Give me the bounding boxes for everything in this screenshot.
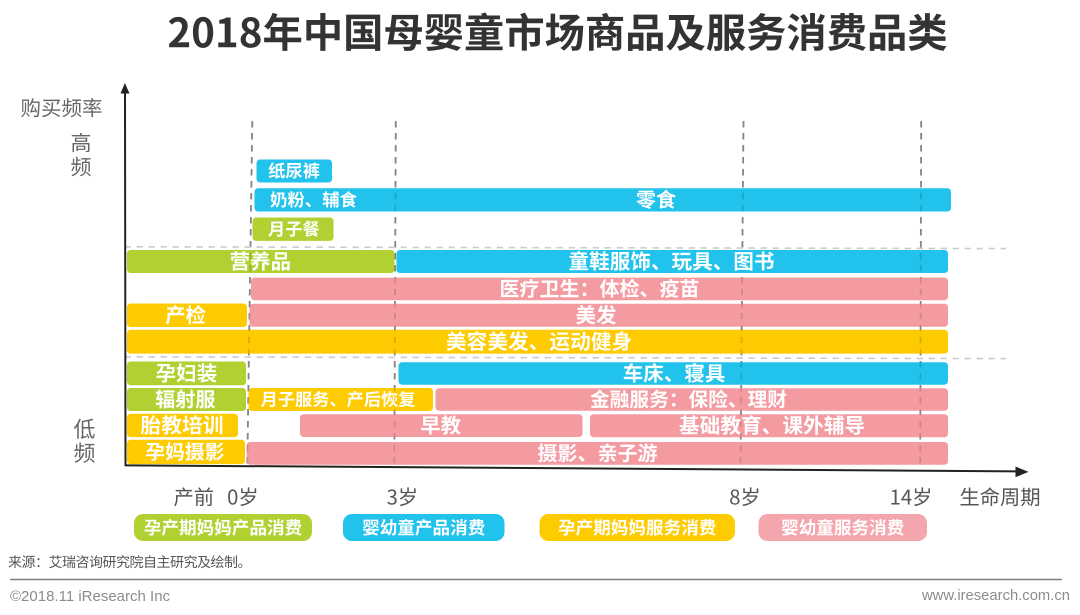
svg-text:©2018.11 iResearch Inc: ©2018.11 iResearch Inc <box>10 588 171 605</box>
svg-text:www.iresearch.com.cn: www.iresearch.com.cn <box>921 588 1070 604</box>
